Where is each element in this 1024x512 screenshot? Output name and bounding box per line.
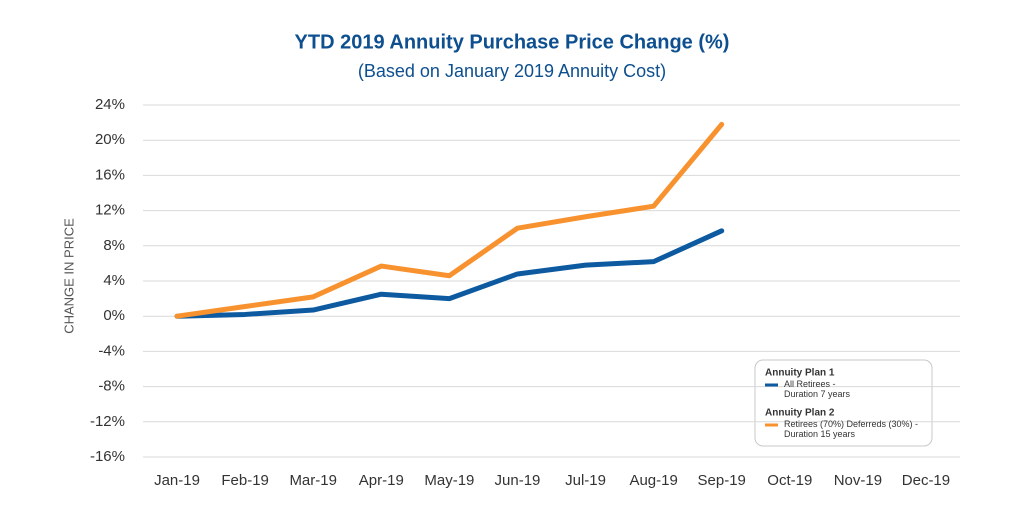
x-tick-label: Nov-19 <box>834 472 882 489</box>
x-tick-label: Jul-19 <box>565 472 606 489</box>
series-line <box>174 228 725 319</box>
x-tick-label: Dec-19 <box>902 472 950 489</box>
x-tick-label: May-19 <box>424 472 474 489</box>
y-tick-label: -4% <box>98 342 125 359</box>
legend-group-title: Annuity Plan 2 <box>765 408 835 419</box>
y-tick-label: 8% <box>103 237 125 254</box>
chart-subtitle: (Based on January 2019 Annuity Cost) <box>358 61 666 81</box>
y-tick-label: 4% <box>103 272 125 289</box>
y-tick-label: 20% <box>95 131 125 148</box>
y-tick-label: -16% <box>90 448 125 465</box>
legend-group-title: Annuity Plan 1 <box>765 368 835 379</box>
x-tick-label: Aug-19 <box>629 472 677 489</box>
x-tick-label: Jan-19 <box>154 472 200 489</box>
x-tick-label: Sep-19 <box>698 472 746 489</box>
legend-label: All Retirees -Duration 7 years <box>784 379 851 399</box>
x-tick-label: Mar-19 <box>289 472 337 489</box>
x-tick-label: Oct-19 <box>767 472 812 489</box>
y-tick-label: 24% <box>95 96 125 113</box>
legend-box <box>754 359 933 447</box>
y-tick-label: -12% <box>90 413 125 430</box>
y-tick-label: 12% <box>95 202 125 219</box>
legend-label: Retirees (70%) Deferreds (30%) -Duration… <box>784 419 918 439</box>
y-tick-label: 16% <box>95 166 125 183</box>
chart-title: YTD 2019 Annuity Purchase Price Change (… <box>295 31 730 53</box>
x-tick-label: Jun-19 <box>495 472 541 489</box>
y-tick-label: 0% <box>103 307 125 324</box>
y-axis-label: CHANGE IN PRICE <box>61 218 76 334</box>
x-tick-label: Feb-19 <box>221 472 269 489</box>
x-tick-label: Apr-19 <box>359 472 404 489</box>
y-tick-label: -8% <box>98 378 125 395</box>
series-line <box>174 121 725 319</box>
